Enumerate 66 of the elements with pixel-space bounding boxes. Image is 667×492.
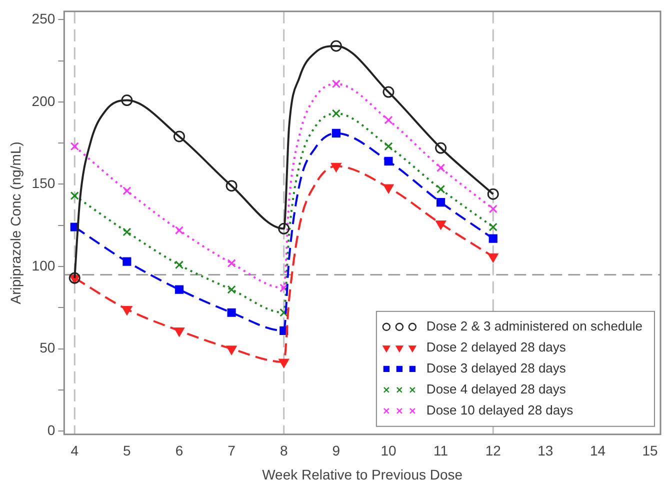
legend-label: Dose 10 delayed 28 days — [426, 402, 574, 418]
point — [173, 130, 185, 142]
x-tick-label: 14 — [590, 442, 606, 459]
point — [122, 306, 132, 316]
point — [488, 222, 498, 232]
y-tick-label: 150 — [32, 175, 56, 192]
x-tick-label: 10 — [380, 442, 396, 459]
point — [174, 327, 184, 336]
point — [174, 285, 184, 294]
point — [174, 226, 184, 235]
point — [122, 228, 132, 236]
point — [382, 86, 394, 98]
x-tick-label: 8 — [280, 442, 288, 459]
point — [332, 80, 340, 88]
x-tick-label: 13 — [538, 442, 554, 459]
point — [70, 191, 79, 200]
point — [384, 142, 393, 151]
point — [488, 253, 498, 262]
point — [226, 346, 237, 355]
point — [488, 204, 498, 214]
legend-label: Dose 4 delayed 28 days — [426, 381, 566, 396]
y-tick-label: 250 — [32, 10, 56, 26]
point — [122, 186, 132, 196]
point — [226, 180, 238, 192]
x-tick-label: 11 — [434, 442, 448, 459]
y-tick-label: 200 — [32, 92, 56, 109]
point — [68, 272, 80, 284]
x-tick-label: 9 — [332, 442, 340, 459]
point — [487, 188, 499, 200]
point — [227, 258, 236, 268]
point — [227, 285, 236, 294]
point — [436, 184, 446, 194]
point — [436, 198, 446, 207]
point — [332, 109, 340, 118]
point — [278, 222, 290, 234]
point — [70, 142, 79, 151]
x-tick-label: 4 — [70, 442, 79, 459]
y-axis-title: Aripiprazole Conc (ng/mL) — [7, 142, 24, 304]
point — [384, 116, 393, 124]
point — [280, 308, 288, 317]
point — [331, 162, 342, 172]
point — [436, 220, 446, 230]
point — [174, 260, 184, 270]
y-tick-label: 0 — [47, 422, 56, 438]
y-tick-label: 50 — [40, 340, 56, 356]
point — [122, 257, 132, 266]
point — [435, 142, 447, 154]
x-tick-label: 6 — [175, 442, 184, 459]
legend-label: Dose 3 delayed 28 days — [426, 360, 566, 376]
point — [488, 234, 498, 243]
x-tick-label: 12 — [485, 442, 502, 459]
y-tick-label: 100 — [32, 257, 56, 274]
point — [121, 94, 133, 106]
point — [278, 358, 289, 368]
x-tick-label: 15 — [642, 442, 658, 459]
x-tick-label: 5 — [123, 442, 132, 459]
x-axis-title: Week Relative to Previous Dose — [262, 466, 463, 482]
legend-label: Dose 2 & 3 administered on schedule — [426, 318, 643, 334]
point — [332, 128, 340, 138]
point — [383, 184, 394, 194]
point — [330, 40, 342, 52]
point — [227, 308, 236, 317]
point — [384, 156, 393, 166]
legend-label: Dose 2 delayed 28 days — [426, 339, 566, 354]
x-tick-label: 7 — [228, 442, 236, 459]
point — [436, 163, 446, 172]
